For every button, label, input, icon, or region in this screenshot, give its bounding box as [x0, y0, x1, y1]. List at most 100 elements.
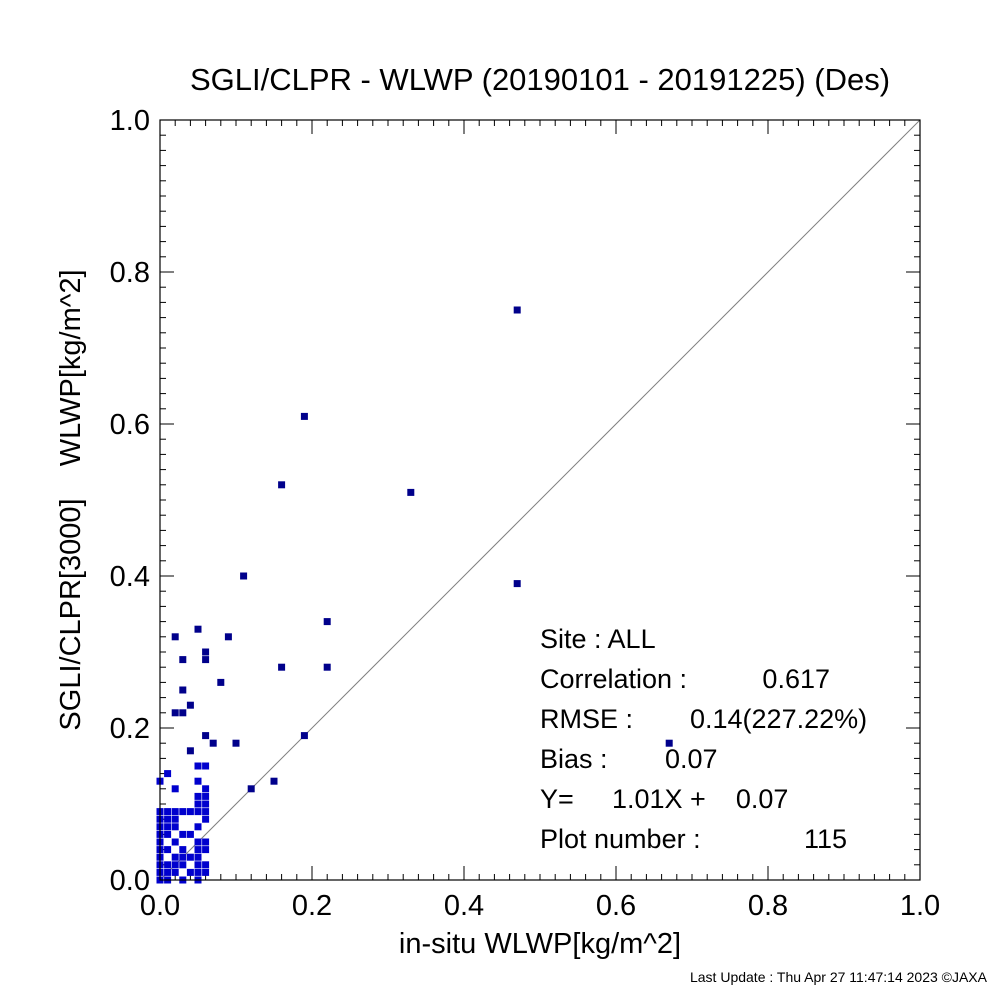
axis-ticks [159, 119, 921, 881]
data-point [300, 412, 308, 420]
data-point [164, 868, 172, 876]
data-point [202, 800, 210, 808]
data-point [665, 739, 673, 747]
data-point [278, 481, 286, 489]
data-point [186, 701, 194, 709]
data-point [179, 709, 187, 717]
data-point [513, 580, 521, 588]
data-point [179, 861, 187, 869]
data-point [194, 777, 202, 785]
x-axis-label: in-situ WLWP[kg/m^2] [399, 928, 681, 960]
data-point [202, 792, 210, 800]
data-point [202, 808, 210, 816]
data-point [179, 656, 187, 664]
data-point [171, 785, 179, 793]
data-point [202, 762, 210, 770]
data-point [164, 846, 172, 854]
data-point [186, 808, 194, 816]
statistics-box: Site : ALL Correlation : 0.617 RMSE : 0.14(2… [540, 624, 867, 854]
data-point [194, 762, 202, 770]
data-point [164, 770, 172, 778]
data-point [164, 830, 172, 838]
y-axis-label: SGLI/CLPR[3000] WLWP[kg/m^2] [55, 269, 87, 730]
data-point [209, 739, 217, 747]
data-point [179, 830, 187, 838]
data-point [194, 823, 202, 831]
y-tick-label: 0.8 [110, 257, 150, 289]
x-tick-label: 0.4 [444, 890, 484, 922]
x-tick-label: 0.0 [140, 890, 180, 922]
data-point [164, 861, 172, 869]
data-point [171, 808, 179, 816]
stat-label: Y= [540, 784, 574, 814]
data-point [202, 815, 210, 823]
x-tick-label: 0.8 [748, 890, 788, 922]
stat-value: 1.01X + 0.07 [612, 784, 788, 814]
stat-label: Correlation : [540, 664, 687, 694]
data-point [300, 732, 308, 740]
data-point [171, 868, 179, 876]
data-point [194, 792, 202, 800]
data-point [202, 648, 210, 656]
data-point [232, 739, 240, 747]
data-point [202, 846, 210, 854]
data-point [164, 823, 172, 831]
data-point [202, 868, 210, 876]
data-point [194, 846, 202, 854]
data-point [194, 625, 202, 633]
data-point [179, 808, 187, 816]
reference-line [159, 119, 921, 881]
data-point [202, 656, 210, 664]
data-point [194, 808, 202, 816]
data-point [202, 732, 210, 740]
data-point [171, 838, 179, 846]
y-tick-label: 0.4 [110, 561, 150, 593]
plot-frame [159, 119, 921, 881]
data-point [171, 823, 179, 831]
stat-value: 0.617 [762, 664, 830, 694]
data-point [202, 838, 210, 846]
stat-value: 0.07 [665, 744, 718, 774]
data-point [179, 853, 187, 861]
data-point [186, 853, 194, 861]
data-point [186, 830, 194, 838]
y-tick-label: 0.2 [110, 713, 150, 745]
stat-value: 0.14(227.22%) [690, 704, 867, 734]
data-point [186, 747, 194, 755]
data-point [513, 306, 521, 314]
data-point [194, 800, 202, 808]
x-tick-label: 1.0 [900, 890, 940, 922]
y-tick-label: 1.0 [110, 105, 150, 137]
data-point [240, 572, 248, 580]
data-point [164, 808, 172, 816]
data-point [194, 861, 202, 869]
y-tick-label: 0.6 [110, 409, 150, 441]
data-point [278, 663, 286, 671]
data-point [171, 633, 179, 641]
data-point [186, 868, 194, 876]
data-point [270, 777, 278, 785]
tick-labels: 0.0 0.2 0.4 0.6 0.8 1.0 0.0 0.2 0.4 0.6 0.8 1.0 [110, 105, 940, 922]
x-tick-label: 0.2 [292, 890, 332, 922]
stat-label: RMSE : [540, 704, 633, 734]
data-point [224, 633, 232, 641]
data-point [171, 709, 179, 717]
x-tick-label: 0.6 [596, 890, 636, 922]
data-point [323, 618, 331, 626]
data-point [194, 838, 202, 846]
data-point [202, 785, 210, 793]
stat-label: Bias : [540, 744, 608, 774]
data-point [194, 853, 202, 861]
chart-title: SGLI/CLPR - WLWP (20190101 - 20191225) (… [190, 62, 890, 97]
stat-label: Plot number : [540, 824, 701, 854]
y-tick-label: 0.0 [110, 865, 150, 897]
footer-timestamp: Last Update : Thu Apr 27 11:47:14 2023 ©… [690, 969, 988, 985]
data-point [171, 815, 179, 823]
data-point [217, 678, 225, 686]
one-to-one-line [159, 119, 921, 881]
data-points [156, 306, 673, 884]
data-point [179, 686, 187, 694]
data-point [179, 846, 187, 854]
data-point [171, 853, 179, 861]
